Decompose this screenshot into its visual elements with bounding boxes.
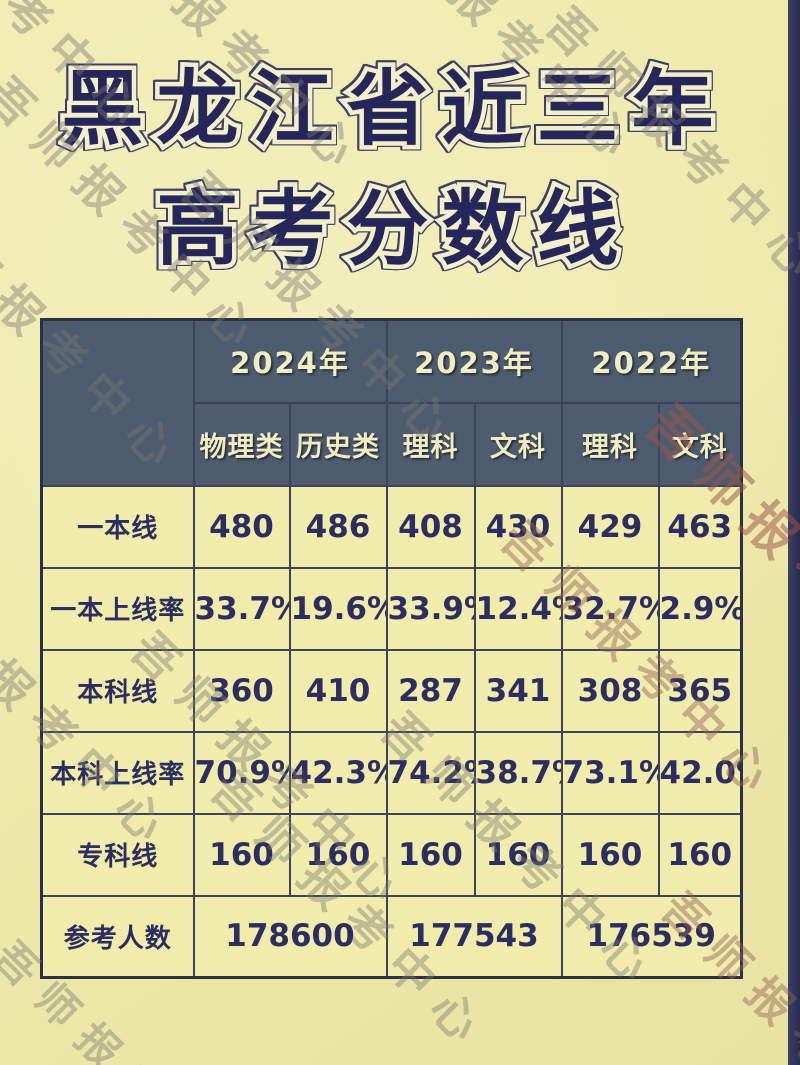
table-row: 一本上线率 33.7% 19.6% 33.9% 12.4% 32.7% 2.9% [40, 566, 743, 651]
row-label: 一本上线率 [40, 566, 195, 651]
title-line-1-outline: 黑龙江省近三年 [57, 58, 727, 162]
title-line-2-text: 高考分数线 [156, 182, 632, 277]
table-row: 专科线 160 160 160 160 160 160 [40, 812, 743, 897]
table-row: 本科线 360 410 287 341 308 365 [40, 648, 743, 733]
table-cell: 480 [192, 484, 291, 569]
row-label: 本科线 [40, 648, 195, 733]
score-table: 2024年 2023年 2022年 物理类 历史类 理科 文科 理科 文科 一本… [40, 318, 743, 979]
table-cell: 360 [192, 648, 291, 733]
title-line-2: 高考分数线 高考分数线 [0, 178, 788, 282]
table-cell: 486 [288, 484, 388, 569]
table-corner-cell [40, 318, 195, 487]
table-cell: 38.7% [473, 730, 563, 815]
table-cell-merged: 176539 [560, 894, 743, 979]
table-category-header-row: 物理类 历史类 理科 文科 理科 文科 [42, 401, 743, 487]
table-cell: 32.7% [560, 566, 660, 651]
category-header: 理科 [385, 401, 476, 487]
category-header: 历史类 [288, 401, 388, 487]
table-cell: 160 [473, 812, 563, 897]
table-cell: 341 [473, 648, 563, 733]
category-header: 文科 [473, 401, 563, 487]
year-header-2022: 2022年 [560, 318, 743, 404]
row-label: 参考人数 [40, 894, 195, 979]
table-cell: 74.2% [385, 730, 476, 815]
table-cell: 408 [385, 484, 476, 569]
table-cell: 463 [657, 484, 743, 569]
category-header: 文科 [657, 401, 743, 487]
title-line-1: 黑龙江省近三年 黑龙江省近三年 [0, 58, 788, 162]
title-line-2-outline: 高考分数线 [152, 178, 632, 282]
table-cell: 410 [288, 648, 388, 733]
table-cell: 160 [560, 812, 660, 897]
poster-title: 黑龙江省近三年 黑龙江省近三年 高考分数线 高考分数线 [0, 58, 788, 282]
table-cell-merged: 178600 [192, 894, 388, 979]
right-edge-strip [788, 0, 800, 1065]
table-year-header-row: 2024年 2023年 2022年 [40, 318, 743, 487]
table-cell: 429 [560, 484, 660, 569]
table-cell: 2.9% [657, 566, 743, 651]
table-row: 一本线 480 486 408 430 429 463 [40, 484, 743, 569]
row-label: 专科线 [40, 812, 195, 897]
table-cell: 42.0% [657, 730, 743, 815]
table-cell: 19.6% [288, 566, 388, 651]
table-cell: 70.9% [192, 730, 291, 815]
table-cell: 160 [288, 812, 388, 897]
table-cell: 160 [657, 812, 743, 897]
table-cell: 287 [385, 648, 476, 733]
table-row: 本科上线率 70.9% 42.3% 74.2% 38.7% 73.1% 42.0… [40, 730, 743, 815]
row-label: 一本线 [40, 484, 195, 569]
table-cell: 33.7% [192, 566, 291, 651]
year-header-2023: 2023年 [385, 318, 563, 404]
table-cell: 42.3% [288, 730, 388, 815]
category-header: 物理类 [192, 401, 291, 487]
table-cell: 12.4% [473, 566, 563, 651]
category-header: 理科 [560, 401, 660, 487]
table-cell-merged: 177543 [385, 894, 563, 979]
year-header-2024: 2024年 [192, 318, 388, 404]
table-cell: 160 [385, 812, 476, 897]
table-cell: 73.1% [560, 730, 660, 815]
table-cell: 365 [657, 648, 743, 733]
table-cell: 160 [192, 812, 291, 897]
table-cell: 430 [473, 484, 563, 569]
table-row-examinees: 参考人数 178600 177543 176539 [40, 894, 743, 979]
row-label: 本科上线率 [40, 730, 195, 815]
table-cell: 33.9% [385, 566, 476, 651]
title-line-1-text: 黑龙江省近三年 [61, 62, 727, 157]
table-cell: 308 [560, 648, 660, 733]
